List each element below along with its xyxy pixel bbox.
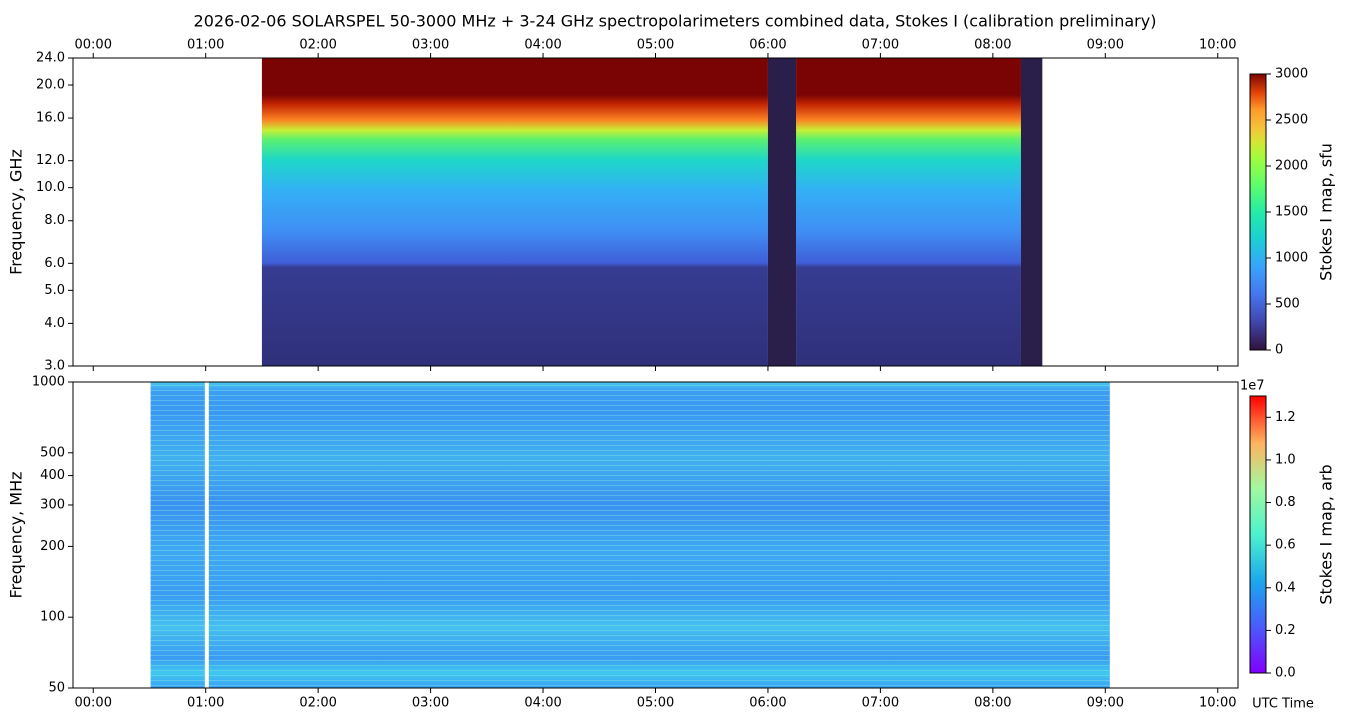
colorbar-tick-label: 1500	[1275, 205, 1308, 220]
x-tick-label: 08:00	[974, 696, 1011, 711]
y-tick-label: 10.0	[36, 180, 65, 195]
y-tick-label: 24.0	[36, 51, 65, 66]
y-tick-label: 1000	[32, 375, 65, 390]
y-tick-label: 16.0	[36, 111, 65, 126]
x-tick-label: 01:00	[187, 38, 224, 53]
colorbar-tick-label: 3000	[1275, 67, 1308, 82]
data-gap	[767, 58, 797, 366]
chart-title: 2026-02-06 SOLARSPEL 50-3000 MHz + 3-24 …	[194, 12, 1157, 31]
x-tick-label: 02:00	[299, 696, 336, 711]
y-axis-label: Frequency, MHz	[7, 471, 26, 598]
x-axis-label: UTC Time	[1252, 697, 1314, 712]
x-tick-label: 00:00	[75, 696, 112, 711]
x-tick-label: 10:00	[1199, 38, 1236, 53]
x-tick-label: 03:00	[412, 696, 449, 711]
y-tick-label: 8.0	[44, 213, 65, 228]
y-tick-label: 50	[48, 681, 65, 696]
colorbar-tick-label: 500	[1275, 297, 1300, 312]
colorbar-tick-label: 0.6	[1275, 538, 1296, 553]
colorbar-label: Stokes I map, sfu	[1317, 143, 1336, 281]
x-tick-label: 06:00	[749, 696, 786, 711]
x-tick-label: 04:00	[524, 38, 561, 53]
x-tick-label: 07:00	[862, 38, 899, 53]
colorbar-tick-label: 2000	[1275, 159, 1308, 174]
x-tick-label: 09:00	[1087, 38, 1124, 53]
colorbar-tick-label: 1000	[1275, 251, 1308, 266]
y-tick-label: 3.0	[44, 359, 65, 374]
y-tick-label: 20.0	[36, 78, 65, 93]
data-gap	[1020, 58, 1043, 366]
y-tick-label: 200	[40, 539, 65, 554]
colorbar	[1249, 395, 1267, 674]
x-tick-label: 08:00	[974, 38, 1011, 53]
colorbar-tick-label: 1.0	[1275, 452, 1296, 467]
colorbar-tick-label: 0.8	[1275, 495, 1296, 510]
y-tick-label: 12.0	[36, 153, 65, 168]
colorbar-tick-label: 0.0	[1275, 666, 1296, 681]
x-tick-label: 04:00	[524, 696, 561, 711]
x-tick-label: 03:00	[412, 38, 449, 53]
y-tick-label: 300	[40, 497, 65, 512]
spectrogram-span	[261, 58, 768, 366]
y-tick-label: 6.0	[44, 256, 65, 271]
x-tick-label: 00:00	[75, 38, 112, 53]
x-tick-label: 07:00	[862, 696, 899, 711]
spectrogram-span	[796, 58, 1021, 366]
y-tick-label: 400	[40, 468, 65, 483]
x-tick-label: 10:00	[1199, 696, 1236, 711]
y-axis-label: Frequency, GHz	[7, 149, 26, 275]
colorbar	[1249, 73, 1267, 351]
y-tick-label: 500	[40, 445, 65, 460]
x-tick-label: 09:00	[1087, 696, 1124, 711]
x-tick-label: 05:00	[637, 696, 674, 711]
x-tick-label: 05:00	[637, 38, 674, 53]
colorbar-label: Stokes I map, arb	[1317, 464, 1336, 604]
y-tick-label: 4.0	[44, 316, 65, 331]
colorbar-tick-label: 0.2	[1275, 623, 1296, 638]
colorbar-tick-label: 1.2	[1275, 410, 1296, 425]
colorbar-tick-label: 2500	[1275, 113, 1308, 128]
colorbar-tick-label: 0.4	[1275, 580, 1296, 595]
y-tick-label: 100	[40, 610, 65, 625]
spectrogram-texture	[150, 382, 1110, 688]
colorbar-tick-label: 0	[1275, 343, 1283, 358]
x-tick-label: 02:00	[299, 38, 336, 53]
y-tick-label: 5.0	[44, 283, 65, 298]
colorbar-offset: 1e7	[1240, 379, 1265, 394]
x-tick-label: 01:00	[187, 696, 224, 711]
x-tick-label: 06:00	[749, 38, 786, 53]
